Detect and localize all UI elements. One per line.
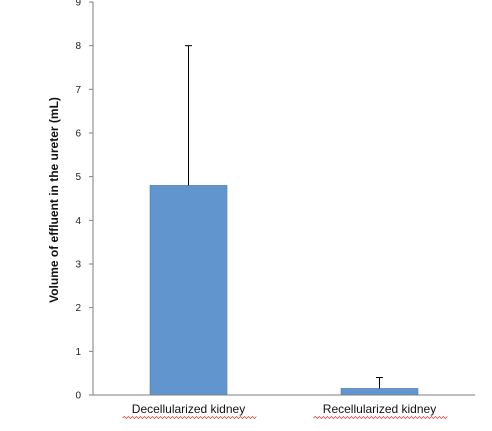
bars-layer [149, 185, 419, 396]
y-tick-label: 8 [75, 41, 81, 52]
y-tick-label: 1 [75, 347, 81, 358]
y-axis-title: Volume of effluent in the ureter (mL) [47, 97, 61, 303]
spellcheck-underline [313, 416, 448, 419]
y-tick-label: 3 [75, 260, 81, 271]
y-tick-label: 0 [75, 391, 81, 402]
y-tick-label: 4 [75, 216, 81, 227]
error-bars-layer [185, 45, 383, 389]
bar-2 [340, 388, 419, 396]
y-tick-label: 9 [75, 0, 81, 9]
category-label-layer: Decellularized kidney Recellularized kidn… [122, 402, 448, 419]
y-tick-label: 7 [75, 85, 81, 96]
y-tick-layer: 0 1 2 3 4 5 6 7 8 9 [75, 0, 93, 402]
y-tick-label: 6 [75, 129, 81, 140]
x-category-label: Recellularized kidney [323, 402, 436, 416]
spellcheck-underline [122, 416, 257, 419]
axis-layer [92, 2, 475, 396]
y-tick-label: 5 [75, 172, 81, 183]
x-category-label: Decellularized kidney [132, 402, 245, 416]
bar-1 [149, 185, 228, 396]
y-axis-title-group: Volume of effluent in the ureter (mL) [47, 97, 61, 303]
y-tick-label: 2 [75, 303, 81, 314]
